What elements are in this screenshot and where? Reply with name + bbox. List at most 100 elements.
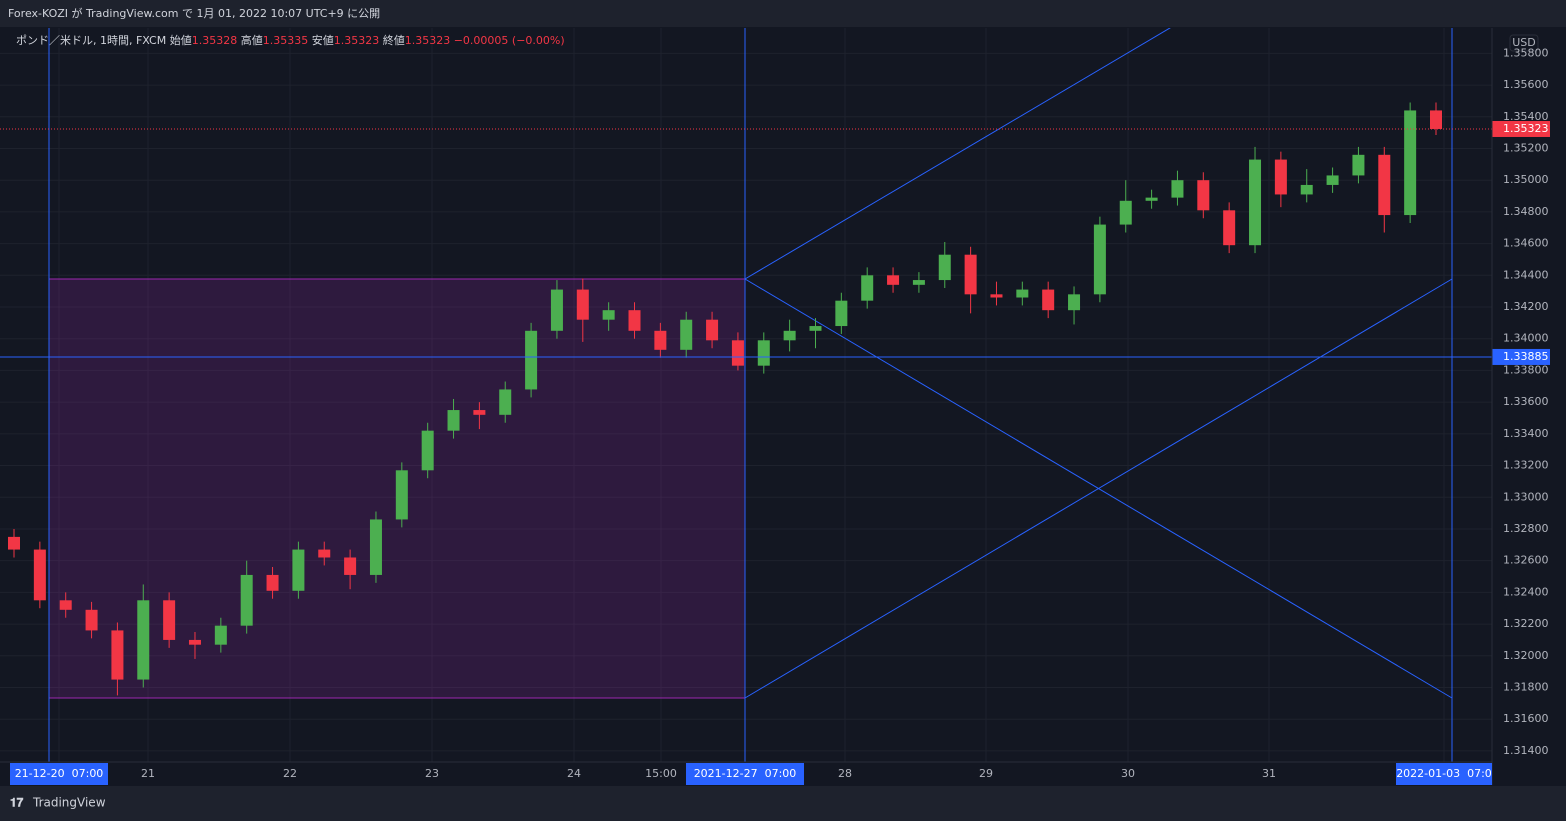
candle-body bbox=[525, 330, 538, 390]
currency-label: USD bbox=[1512, 36, 1536, 49]
y-tick-label: 1.31800 bbox=[1503, 680, 1549, 693]
legend-field: 終値 bbox=[383, 33, 405, 47]
legend-value: 1.35323 bbox=[334, 34, 380, 47]
grid bbox=[0, 28, 1492, 762]
candle-body bbox=[1145, 197, 1158, 201]
x-tick-label: 23 bbox=[425, 767, 439, 780]
x-tick-label: 28 bbox=[838, 767, 852, 780]
y-tick-label: 1.35200 bbox=[1503, 141, 1549, 154]
candle-body bbox=[8, 536, 20, 550]
y-tick-label: 1.33800 bbox=[1503, 363, 1549, 376]
y-tick-label: 1.34400 bbox=[1503, 268, 1549, 281]
legend-field: 安値 bbox=[312, 33, 334, 47]
y-tick-label: 1.35800 bbox=[1503, 46, 1549, 59]
y-tick-label: 1.34600 bbox=[1503, 237, 1549, 250]
trend-line bbox=[744, 28, 1171, 280]
header-title: Forex-KOZI が TradingView.com で 1月 01, 20… bbox=[8, 6, 380, 20]
candle-body bbox=[59, 600, 72, 610]
candle-body bbox=[576, 289, 589, 320]
candle-body bbox=[395, 470, 408, 520]
legend: ポンド／米ドル, 1時間, FXCM 始値1.35328 高値1.35335 安… bbox=[16, 33, 565, 47]
y-tick-label: 1.34200 bbox=[1503, 300, 1549, 313]
price-label: 1.33885 bbox=[1503, 350, 1549, 363]
candle-body bbox=[1274, 159, 1287, 195]
candle-body bbox=[990, 294, 1003, 298]
candle-body bbox=[240, 574, 253, 626]
y-tick-label: 1.32800 bbox=[1503, 522, 1549, 535]
candle-body bbox=[1016, 289, 1029, 298]
candle-body bbox=[447, 410, 460, 431]
y-tick-label: 1.34800 bbox=[1503, 205, 1549, 218]
x-tick-label: 29 bbox=[979, 767, 993, 780]
y-tick-label: 1.35000 bbox=[1503, 173, 1549, 186]
candle-body bbox=[680, 319, 693, 350]
candle-body bbox=[1119, 200, 1132, 225]
candle-body bbox=[318, 549, 331, 558]
candles bbox=[8, 102, 1442, 696]
candle-body bbox=[111, 630, 124, 680]
legend-value: 1.35328 bbox=[192, 34, 238, 47]
legend-symbol: ポンド／米ドル, 1時間, FXCM bbox=[16, 34, 166, 47]
candle-body bbox=[964, 254, 977, 295]
legend-value: 1.35323 bbox=[405, 34, 451, 47]
candle-body bbox=[1326, 175, 1339, 185]
x-tick-label: 31 bbox=[1262, 767, 1276, 780]
x-tick-highlight bbox=[10, 763, 108, 785]
candle-body bbox=[1352, 154, 1365, 176]
overlay: 1.33885 1.35323 bbox=[0, 120, 1550, 365]
candle-body bbox=[938, 254, 951, 281]
x-tick-label: 22 bbox=[283, 767, 297, 780]
x-tick-highlight bbox=[1396, 763, 1492, 785]
candle-body bbox=[369, 519, 382, 575]
legend-field: 高値 bbox=[241, 33, 263, 47]
header-bar bbox=[0, 0, 1566, 27]
footer-brand: TradingView bbox=[32, 796, 106, 810]
candle-body bbox=[1404, 110, 1417, 216]
candle-body bbox=[1300, 184, 1313, 195]
y-tick-label: 1.33600 bbox=[1503, 395, 1549, 408]
candle-body bbox=[602, 310, 615, 320]
candle-body bbox=[706, 319, 719, 341]
candle-body bbox=[628, 310, 641, 331]
candle-body bbox=[1042, 289, 1055, 311]
candle-body bbox=[912, 280, 925, 285]
candle-body bbox=[1093, 224, 1106, 295]
candle-body bbox=[835, 300, 848, 327]
candle-body bbox=[292, 549, 305, 591]
candle-body bbox=[1223, 210, 1236, 246]
x-tick-label: 2022-01-03 07:0 bbox=[1396, 767, 1492, 780]
candle-body bbox=[654, 330, 667, 350]
y-tick-label: 1.35600 bbox=[1503, 78, 1549, 91]
candle-body bbox=[214, 625, 227, 645]
y-tick-label: 1.31400 bbox=[1503, 744, 1549, 757]
y-tick-label: 1.33400 bbox=[1503, 427, 1549, 440]
candle-body bbox=[1197, 180, 1210, 211]
x-tick-label: 30 bbox=[1121, 767, 1135, 780]
x-tick-label: 15:00 bbox=[645, 767, 677, 780]
y-tick-label: 1.35400 bbox=[1503, 110, 1549, 123]
candle-body bbox=[266, 574, 279, 591]
y-tick-label: 1.31600 bbox=[1503, 712, 1549, 725]
price-label-bg bbox=[1492, 348, 1550, 365]
x-tick-label: 21-12-20 07:00 bbox=[15, 767, 104, 780]
last-price-label-bg bbox=[1492, 120, 1550, 137]
candle-body bbox=[783, 330, 796, 341]
candle-body bbox=[421, 430, 434, 471]
y-tick-label: 1.33000 bbox=[1503, 490, 1549, 503]
candle-body bbox=[1430, 110, 1442, 129]
x-tick-label: 21 bbox=[141, 767, 155, 780]
y-tick-label: 1.32200 bbox=[1503, 617, 1549, 630]
x-tick-label: 2021-12-27 07:00 bbox=[694, 767, 797, 780]
y-tick-label: 1.33200 bbox=[1503, 459, 1549, 472]
y-tick-label: 1.32600 bbox=[1503, 554, 1549, 567]
y-tick-label: 1.32400 bbox=[1503, 585, 1549, 598]
y-tick-label: 1.34000 bbox=[1503, 332, 1549, 345]
candle-body bbox=[1171, 180, 1184, 198]
candle-body bbox=[85, 609, 98, 631]
candle-body bbox=[473, 410, 486, 415]
candle-body bbox=[344, 557, 357, 575]
legend-field: 始値 bbox=[170, 33, 192, 47]
x-tick-label: 24 bbox=[567, 767, 581, 780]
